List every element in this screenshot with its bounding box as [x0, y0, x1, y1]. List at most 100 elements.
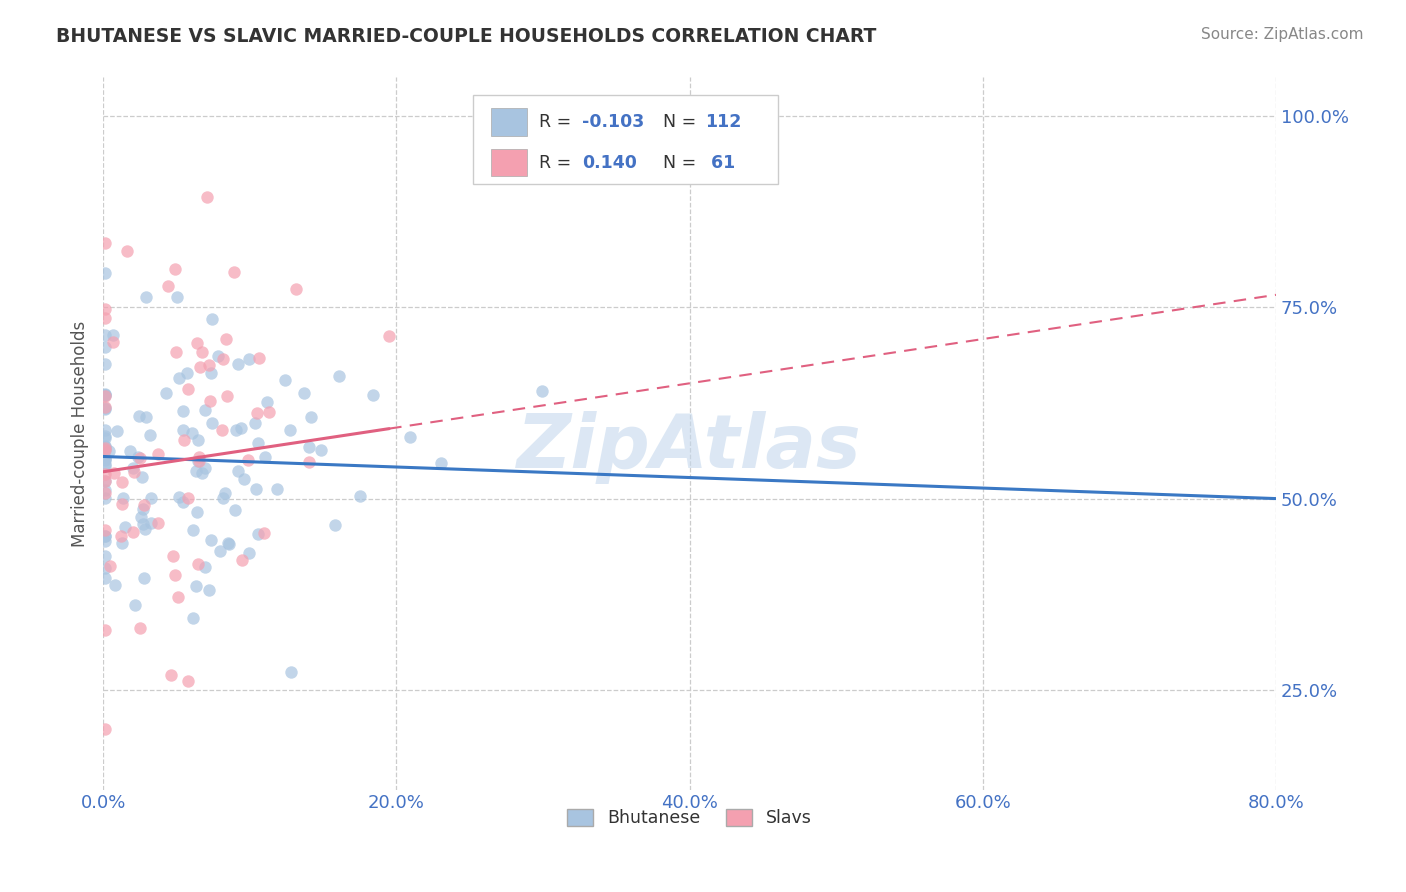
- Point: [309, 443, 332, 458]
- Point: [211, 352, 233, 367]
- Point: [128, 409, 150, 423]
- Point: [132, 517, 155, 532]
- Point: [93, 388, 115, 402]
- Point: [176, 491, 198, 506]
- FancyBboxPatch shape: [491, 108, 526, 136]
- Point: [167, 490, 190, 504]
- Point: [188, 360, 211, 375]
- Point: [195, 190, 218, 204]
- Point: [93, 401, 115, 416]
- Point: [225, 423, 247, 437]
- Point: [207, 349, 229, 363]
- Point: [349, 489, 371, 503]
- Point: [278, 423, 301, 437]
- Point: [131, 470, 153, 484]
- Text: R =: R =: [540, 112, 578, 131]
- Point: [94, 475, 117, 489]
- FancyBboxPatch shape: [491, 149, 526, 177]
- Point: [111, 491, 134, 505]
- Point: [93, 387, 115, 401]
- Point: [238, 546, 260, 560]
- Text: 112: 112: [704, 112, 741, 131]
- Point: [148, 516, 170, 530]
- Point: [197, 358, 219, 372]
- Point: [93, 491, 115, 505]
- Point: [280, 665, 302, 679]
- Text: 61: 61: [704, 153, 735, 171]
- Point: [122, 465, 145, 479]
- Point: [200, 366, 222, 380]
- Point: [184, 579, 207, 593]
- Point: [93, 571, 115, 585]
- Point: [247, 526, 270, 541]
- Point: [138, 428, 160, 442]
- Point: [93, 561, 115, 575]
- Point: [257, 405, 280, 419]
- Point: [128, 451, 150, 466]
- Point: [398, 430, 420, 444]
- Point: [163, 262, 186, 277]
- Point: [236, 452, 259, 467]
- Point: [93, 529, 115, 543]
- Point: [128, 621, 150, 635]
- Text: 0.140: 0.140: [582, 153, 637, 171]
- Point: [132, 571, 155, 585]
- Point: [273, 373, 295, 387]
- Point: [93, 235, 115, 250]
- Point: [218, 537, 240, 551]
- Point: [93, 483, 115, 497]
- Point: [114, 520, 136, 534]
- Point: [93, 533, 115, 548]
- Point: [238, 352, 260, 367]
- Point: [361, 387, 384, 401]
- Point: [117, 244, 139, 258]
- Point: [201, 416, 224, 430]
- Point: [299, 410, 322, 425]
- Point: [226, 464, 249, 478]
- Point: [246, 406, 269, 420]
- Point: [103, 327, 125, 342]
- Point: [200, 394, 222, 409]
- Point: [256, 395, 278, 409]
- Point: [187, 450, 209, 465]
- Point: [93, 722, 115, 736]
- Point: [103, 466, 125, 480]
- Point: [176, 366, 198, 380]
- Point: [93, 443, 115, 458]
- Point: [224, 265, 246, 279]
- Point: [266, 482, 288, 496]
- Point: [93, 451, 115, 466]
- Point: [245, 482, 267, 496]
- Point: [110, 529, 132, 543]
- Point: [124, 598, 146, 612]
- Point: [531, 384, 554, 398]
- Point: [129, 510, 152, 524]
- Point: [162, 549, 184, 563]
- Point: [172, 494, 194, 508]
- Text: N =: N =: [662, 112, 702, 131]
- Point: [93, 467, 115, 481]
- Point: [93, 423, 115, 437]
- Point: [233, 472, 256, 486]
- Point: [165, 344, 187, 359]
- Y-axis label: Married-couple Households: Married-couple Households: [72, 320, 89, 547]
- Point: [155, 386, 177, 401]
- Point: [93, 453, 115, 467]
- Point: [93, 266, 115, 280]
- Point: [93, 328, 115, 343]
- Text: BHUTANESE VS SLAVIC MARRIED-COUPLE HOUSEHOLDS CORRELATION CHART: BHUTANESE VS SLAVIC MARRIED-COUPLE HOUSE…: [56, 27, 876, 45]
- Point: [184, 464, 207, 478]
- Point: [328, 369, 350, 384]
- Point: [167, 370, 190, 384]
- Point: [224, 503, 246, 517]
- Point: [172, 404, 194, 418]
- Point: [101, 334, 124, 349]
- Point: [93, 475, 115, 489]
- Point: [93, 429, 115, 443]
- Point: [141, 491, 163, 505]
- Point: [188, 454, 211, 468]
- Point: [156, 279, 179, 293]
- Point: [194, 560, 217, 574]
- Point: [194, 403, 217, 417]
- Point: [243, 416, 266, 430]
